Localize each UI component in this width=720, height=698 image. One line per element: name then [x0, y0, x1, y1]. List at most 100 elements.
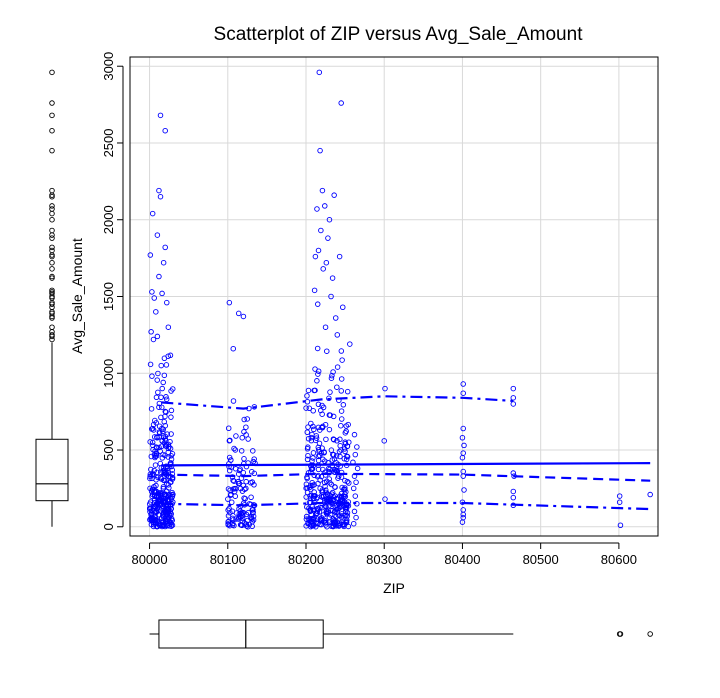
y-tick-label: 2500 [101, 129, 116, 158]
data-point [324, 498, 331, 505]
data-point [305, 444, 311, 450]
data-point [169, 517, 175, 524]
data-point [168, 414, 174, 420]
data-point [153, 420, 159, 426]
y-box-outlier [49, 210, 55, 217]
data-point [308, 434, 315, 441]
data-point [307, 486, 314, 493]
data-point [230, 486, 237, 492]
data-point [310, 426, 317, 433]
data-point [159, 385, 165, 392]
data-point [339, 357, 345, 363]
data-point [319, 424, 325, 431]
data-point [158, 465, 165, 471]
data-point [338, 100, 344, 106]
data-point [310, 515, 317, 522]
y-box-outlier [49, 187, 55, 194]
data-point [230, 398, 237, 404]
data-point [148, 505, 154, 511]
data-point [158, 443, 165, 450]
data-point [226, 299, 233, 306]
data-point [460, 381, 466, 387]
data-point [169, 489, 175, 496]
data-point [330, 369, 336, 375]
data-point [159, 404, 165, 411]
data-point [328, 481, 335, 488]
data-point [169, 492, 175, 498]
y-box-outlier [49, 333, 55, 340]
fit-lines [161, 395, 651, 511]
x-box-outlier [617, 631, 624, 637]
data-point [161, 491, 168, 498]
data-point [324, 348, 330, 354]
data-point [316, 69, 323, 76]
data-point [334, 438, 340, 444]
data-point [460, 473, 466, 479]
data-point [235, 310, 242, 317]
data-point [318, 521, 324, 528]
data-point [155, 497, 161, 504]
data-point [460, 425, 466, 432]
data-point [327, 492, 334, 499]
data-point [239, 434, 245, 441]
data-point [232, 447, 239, 453]
data-point [153, 309, 159, 315]
data-point [225, 518, 232, 525]
data-point [323, 436, 329, 443]
y-box-outlier [49, 336, 55, 343]
data-point [165, 507, 171, 513]
data-point [168, 511, 174, 517]
data-point [344, 478, 351, 485]
data-point [350, 520, 357, 527]
data-point [344, 443, 351, 449]
data-point [303, 516, 310, 522]
data-point [154, 500, 161, 506]
y-box-outlier [49, 287, 55, 294]
data-point [228, 499, 235, 506]
data-point [326, 514, 333, 521]
data-point [154, 377, 160, 383]
y-tick-label: 0 [101, 523, 116, 530]
data-point [152, 519, 158, 526]
data-point [307, 508, 314, 515]
data-point [318, 518, 324, 524]
data-point [303, 504, 310, 510]
data-point [163, 394, 169, 400]
data-point [351, 431, 358, 438]
data-point [333, 506, 340, 513]
data-point [331, 517, 338, 523]
y-tick-label: 2000 [101, 205, 116, 234]
y-box-outlier [49, 275, 55, 281]
data-point [226, 467, 233, 474]
data-point [153, 450, 160, 457]
data-point [157, 491, 164, 497]
data-point [225, 425, 232, 431]
data-point [338, 408, 345, 414]
data-point [153, 394, 160, 401]
data-point [328, 293, 334, 300]
data-point [159, 515, 165, 521]
data-point [311, 489, 317, 495]
data-point [326, 216, 333, 223]
data-point [151, 434, 158, 440]
data-point [328, 375, 335, 381]
data-point [160, 428, 166, 435]
data-point [381, 438, 387, 444]
data-point [320, 266, 326, 272]
x-tick-label: 80600 [601, 552, 637, 567]
data-point [316, 440, 323, 447]
y-box-outlier [49, 203, 55, 209]
data-point [382, 385, 388, 392]
data-point [156, 187, 162, 194]
data-point [251, 456, 257, 462]
data-point [250, 448, 256, 454]
data-point [251, 404, 258, 410]
data-point [340, 493, 347, 499]
y-box [35, 438, 69, 502]
data-point [459, 519, 466, 525]
data-point [149, 373, 155, 379]
data-point [303, 494, 309, 500]
y-box-outlier [49, 147, 55, 154]
data-point [616, 493, 623, 499]
data-point [162, 443, 169, 449]
